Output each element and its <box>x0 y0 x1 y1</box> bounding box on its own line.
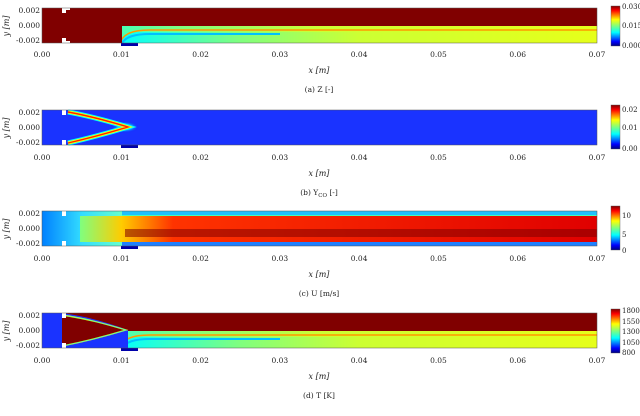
panel-d-caption: (d) T [K] <box>303 391 335 400</box>
panel-c-x-ticks: 0.00 0.01 0.02 0.03 0.04 0.05 0.06 0.07 <box>34 254 606 263</box>
panel-c-caption: (c) U [m/s] <box>299 289 340 298</box>
panel-d-colorbar: 1800 1550 1300 1050 800 <box>610 307 640 357</box>
xtick-label: 0.03 <box>272 50 289 59</box>
xtick-label: 0.04 <box>351 356 368 365</box>
panel-a-y-ticks: 0.002 0.000 -0.002 <box>16 6 40 45</box>
panel-d-x-ticks: 0.00 0.01 0.02 0.03 0.04 0.05 0.06 0.07 <box>34 356 606 365</box>
panel-b-cbar-tick: 0.02 <box>622 106 638 114</box>
xtick-label: 0.01 <box>113 356 130 365</box>
xtick-label: 0.07 <box>589 356 606 365</box>
panel-c-velocity: 10 5 0 0.002 0.000 -0.002 y [m] 0.00 0.01… <box>2 205 631 298</box>
panel-b-x-ticks: 0.00 0.01 0.02 0.03 0.04 0.05 0.06 0.07 <box>34 153 606 162</box>
panel-a-ytick: -0.002 <box>16 36 40 45</box>
panel-a-cbar-tick: 0.030 <box>622 3 640 11</box>
panel-d-ylabel: y [m] <box>2 320 11 343</box>
panel-b-xlabel: x [m] <box>309 169 331 178</box>
panel-c-ylabel: y [m] <box>2 218 11 241</box>
panel-c-cbar-tick: 5 <box>622 231 626 239</box>
xtick-label: 0.01 <box>113 254 130 263</box>
panel-a-caption: (a) Z [-] <box>305 85 334 94</box>
xtick-label: 0.04 <box>351 254 368 263</box>
panel-b-y-ticks: 0.002 0.000 -0.002 <box>16 108 40 147</box>
panel-a-ytick: 0.000 <box>19 21 41 30</box>
xtick-label: 0.05 <box>430 356 447 365</box>
panel-d-cbar-tick: 1550 <box>622 318 640 326</box>
panel-a-xlabel: x [m] <box>309 66 331 75</box>
panel-b-ytick: 0.000 <box>19 123 41 132</box>
panel-d-cbar-tick: 800 <box>622 349 635 357</box>
panel-d-xlabel: x [m] <box>309 372 331 381</box>
panel-b-ytick: -0.002 <box>16 138 40 147</box>
xtick-label: 0.00 <box>34 356 51 365</box>
xtick-label: 0.00 <box>34 254 51 263</box>
panel-c-xlabel: x [m] <box>309 270 331 279</box>
panel-b-co-mass-fraction: 0.02 0.01 0.00 0.002 0.000 -0.002 y [m] … <box>2 104 638 199</box>
panel-a-cbar-tick: 0.015 <box>622 22 640 30</box>
panel-b-cbar-tick: 0.00 <box>622 145 638 153</box>
xtick-label: 0.05 <box>430 254 447 263</box>
xtick-label: 0.02 <box>192 50 209 59</box>
panel-a-field <box>41 7 598 46</box>
xtick-label: 0.06 <box>509 254 526 263</box>
panel-b-cbar-tick: 0.01 <box>622 124 638 132</box>
panel-c-ytick: -0.002 <box>16 239 40 248</box>
xtick-label: 0.02 <box>192 356 209 365</box>
panel-d-ytick: -0.002 <box>16 341 40 350</box>
panel-b-caption: (b) YCO [-] <box>300 188 338 199</box>
panel-d-field <box>41 312 598 351</box>
panel-b-colorbar: 0.02 0.01 0.00 <box>610 104 638 153</box>
xtick-label: 0.02 <box>192 153 209 162</box>
panel-d-ytick: 0.000 <box>19 326 41 335</box>
xtick-label: 0.07 <box>589 254 606 263</box>
panel-d-cbar-tick: 1300 <box>622 328 640 336</box>
xtick-label: 0.06 <box>509 153 526 162</box>
panel-c-colorbar: 10 5 0 <box>610 205 631 255</box>
panel-a-cbar-tick: 0.000 <box>622 42 640 50</box>
xtick-label: 0.05 <box>430 50 447 59</box>
xtick-label: 0.03 <box>272 254 289 263</box>
panel-a-mixture-fraction: 0.030 0.015 0.000 0.002 0.000 -0.002 y [… <box>2 3 640 94</box>
panel-b-ytick: 0.002 <box>19 108 41 117</box>
panel-b-field <box>41 109 598 148</box>
panel-c-field <box>41 210 598 249</box>
panel-d-cbar-tick: 1050 <box>622 339 640 347</box>
xtick-label: 0.01 <box>113 153 130 162</box>
panel-d-y-ticks: 0.002 0.000 -0.002 <box>16 311 40 350</box>
panel-a-x-ticks: 0.00 0.01 0.02 0.03 0.04 0.05 0.06 0.07 <box>34 50 606 59</box>
panel-c-cbar-tick: 0 <box>622 247 626 255</box>
panel-d-cbar-tick: 1800 <box>622 307 640 315</box>
panel-c-ytick: 0.000 <box>19 224 41 233</box>
panel-c-cbar-tick: 10 <box>622 212 631 220</box>
xtick-label: 0.00 <box>34 50 51 59</box>
xtick-label: 0.04 <box>351 153 368 162</box>
panel-a-ytick: 0.002 <box>19 6 41 15</box>
xtick-label: 0.01 <box>113 50 130 59</box>
panel-b-ylabel: y [m] <box>2 117 11 140</box>
xtick-label: 0.03 <box>272 153 289 162</box>
panel-d-ytick: 0.002 <box>19 311 41 320</box>
xtick-label: 0.00 <box>34 153 51 162</box>
xtick-label: 0.06 <box>509 50 526 59</box>
xtick-label: 0.05 <box>430 153 447 162</box>
panel-c-y-ticks: 0.002 0.000 -0.002 <box>16 209 40 248</box>
xtick-label: 0.06 <box>509 356 526 365</box>
panel-a-colorbar: 0.030 0.015 0.000 <box>610 3 640 50</box>
xtick-label: 0.02 <box>192 254 209 263</box>
xtick-label: 0.07 <box>589 153 606 162</box>
panel-c-ytick: 0.002 <box>19 209 41 218</box>
panel-d-temperature: 1800 1550 1300 1050 800 0.002 0.000 -0.0… <box>2 307 640 400</box>
xtick-label: 0.07 <box>589 50 606 59</box>
xtick-label: 0.04 <box>351 50 368 59</box>
panel-a-ylabel: y [m] <box>2 15 11 38</box>
xtick-label: 0.03 <box>272 356 289 365</box>
